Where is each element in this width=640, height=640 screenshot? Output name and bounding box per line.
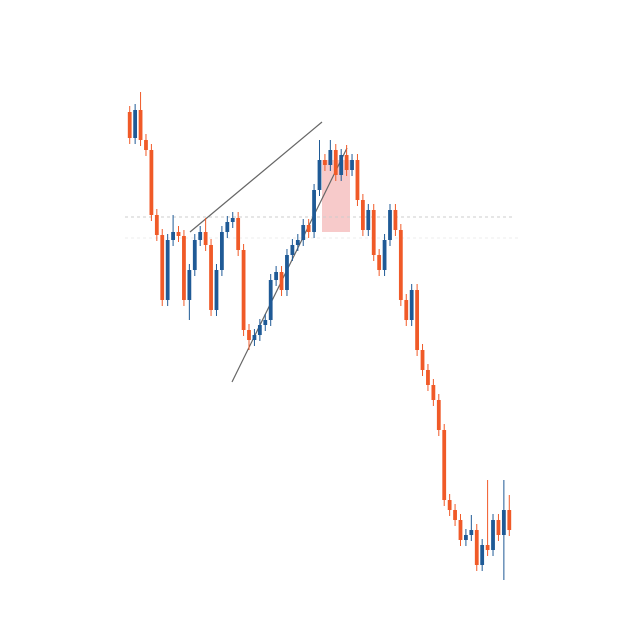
candle-body — [263, 320, 268, 325]
candle-body — [442, 430, 447, 500]
candle-body — [198, 232, 203, 240]
candle-body — [507, 510, 512, 530]
candles — [127, 92, 512, 580]
candle-body — [447, 500, 452, 510]
candle-body — [458, 520, 463, 540]
candle-body — [366, 210, 371, 230]
candle-body — [279, 272, 284, 290]
candle-body — [247, 330, 251, 340]
candle-body — [192, 240, 197, 270]
candle-body — [306, 225, 311, 232]
candle-body — [225, 222, 230, 232]
candle-body — [415, 290, 420, 350]
candle-body — [360, 200, 365, 230]
candle-body — [154, 215, 159, 235]
candle-body — [393, 210, 398, 230]
wedge-lower-line — [231, 147, 348, 383]
candle-body — [182, 236, 186, 300]
candle-body — [241, 250, 246, 330]
candle-body — [230, 218, 235, 222]
candle-body — [377, 255, 382, 270]
candle-body — [236, 218, 241, 250]
candle-body — [285, 255, 289, 290]
candle-body — [219, 232, 224, 270]
candle-body — [171, 232, 175, 240]
candle-body — [138, 110, 143, 140]
candle-body — [464, 535, 468, 540]
candle-body — [350, 160, 354, 170]
candle-body — [214, 270, 219, 310]
candle-body — [165, 240, 170, 300]
candle-body — [252, 335, 257, 340]
candle-body — [485, 545, 490, 550]
candle-body — [409, 290, 414, 320]
candle-body — [312, 190, 316, 232]
candle-body — [404, 300, 409, 320]
candle-body — [301, 225, 306, 240]
candle-body — [355, 160, 360, 200]
candle-body — [290, 245, 295, 255]
candle-body — [474, 530, 479, 565]
candle-body — [431, 385, 436, 400]
candle-body — [398, 230, 403, 300]
candle-body — [469, 530, 474, 535]
candle-body — [436, 400, 441, 430]
candle-body — [501, 510, 506, 535]
candle-body — [426, 370, 430, 385]
candle-body — [371, 210, 376, 255]
candle-body — [203, 232, 208, 245]
candle-body — [344, 155, 349, 170]
candle-body — [257, 325, 262, 335]
candle-body — [187, 270, 192, 300]
candle-body — [144, 140, 148, 150]
candle-body — [317, 160, 322, 190]
candle-body — [127, 112, 132, 138]
candle-body — [333, 150, 338, 175]
candle-body — [149, 150, 154, 215]
candle-body — [339, 155, 344, 175]
candle-body — [274, 272, 279, 280]
candle-body — [176, 232, 181, 236]
candle-body — [328, 150, 333, 165]
candle-body — [323, 160, 327, 165]
wedge-upper-line — [189, 121, 323, 233]
candle-body — [496, 520, 501, 535]
candle-body — [480, 545, 485, 565]
candle-body — [133, 110, 138, 138]
candle-body — [388, 210, 392, 240]
candle-body — [453, 510, 457, 520]
candle-body — [420, 350, 425, 370]
candle-body — [209, 245, 213, 310]
candle-body — [160, 235, 165, 300]
candle-body — [268, 280, 273, 320]
candle-body — [491, 520, 495, 550]
candle-body — [382, 240, 387, 270]
candle-body — [295, 240, 300, 245]
